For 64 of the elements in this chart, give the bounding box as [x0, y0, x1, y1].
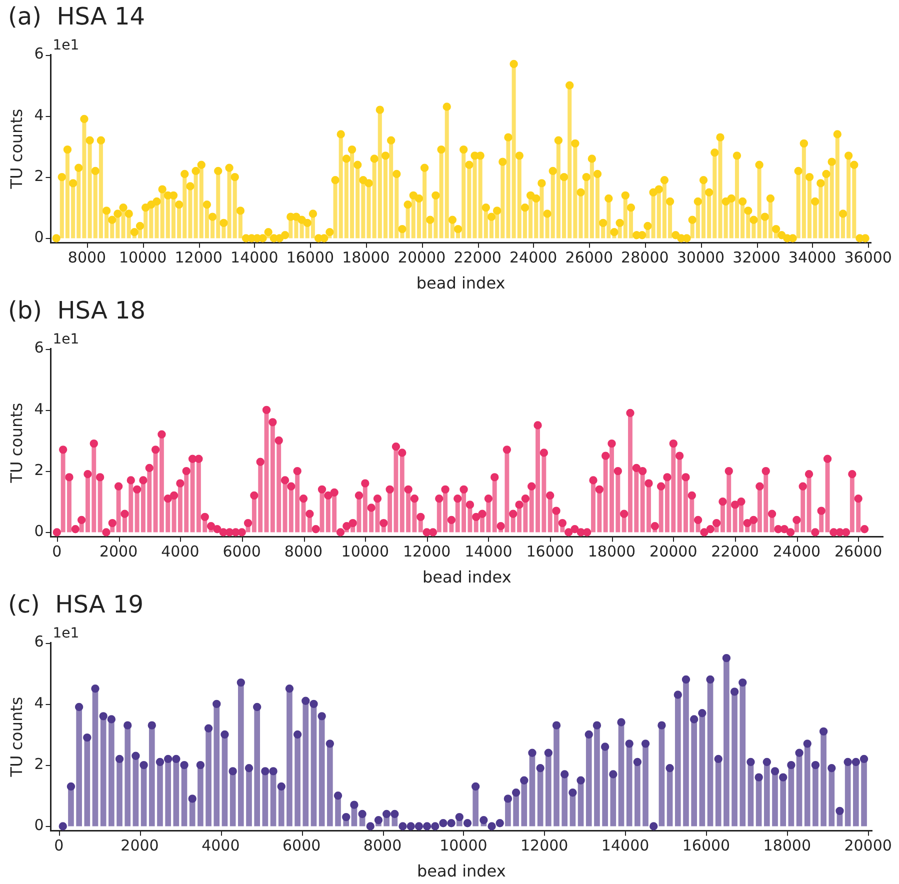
- x-tick-label: 8000: [284, 542, 323, 561]
- x-tick-label: 16000: [526, 542, 574, 561]
- y-tick-label: 4: [34, 400, 44, 418]
- x-tick-label: 32000: [732, 248, 780, 267]
- y-tick-label: 0: [34, 522, 44, 540]
- x-tick-label: 10000: [118, 248, 167, 267]
- x-tick-label: 24000: [509, 248, 558, 267]
- x-tick-label: 24000: [772, 542, 821, 561]
- x-tick-label: 16000: [682, 836, 730, 855]
- x-tick-label: 10000: [440, 836, 488, 855]
- x-tick-label: 36000: [844, 248, 892, 267]
- y-axis-title: TU counts: [6, 402, 26, 484]
- x-tick-label: 18000: [588, 542, 636, 561]
- y-axis-title: TU counts: [6, 696, 26, 778]
- x-tick-label: 14000: [601, 836, 650, 855]
- y-tick-label: 2: [34, 166, 44, 185]
- y-tick-label: 4: [34, 106, 44, 124]
- x-tick-label: 10000: [341, 542, 390, 561]
- text: 1e1: [52, 37, 80, 54]
- x-tick-label: 0: [52, 542, 62, 561]
- x-tick-label: 20000: [650, 542, 698, 561]
- x-tick-label: 30000: [676, 248, 725, 267]
- x-tick-label: 12000: [174, 248, 222, 267]
- y-tick-label: 4: [34, 694, 44, 712]
- y-tick-label: 6: [34, 44, 44, 63]
- x-tick-label: 2000: [120, 836, 159, 855]
- x-axis-title: bead index: [416, 274, 506, 293]
- x-tick-label: 14000: [464, 542, 512, 561]
- text: 1e1: [52, 331, 80, 348]
- x-tick-label: 8000: [68, 248, 106, 267]
- x-axis-title: bead index: [422, 568, 512, 587]
- y-tick-label: 6: [34, 338, 44, 357]
- x-tick-label: 4000: [202, 836, 240, 855]
- x-tick-label: 18000: [342, 248, 390, 267]
- x-tick-label: 4000: [161, 542, 200, 561]
- x-tick-label: 0: [54, 836, 64, 855]
- x-tick-label: 6000: [282, 836, 321, 855]
- y-tick-label: 6: [34, 632, 44, 651]
- y-tick-label: 2: [34, 754, 44, 773]
- x-axis-title: bead index: [417, 862, 506, 881]
- chart-title: (b) HSA 18: [8, 296, 146, 325]
- x-tick-label: 2000: [99, 542, 138, 561]
- chart-title: (c) HSA 19: [8, 590, 144, 619]
- x-tick-label: 34000: [788, 248, 836, 267]
- x-tick-label: 12000: [402, 542, 451, 561]
- x-tick-label: 12000: [520, 836, 568, 855]
- x-tick-label: 22000: [454, 248, 502, 267]
- y-tick-label: 2: [34, 460, 44, 479]
- y-axis-title: TU counts: [6, 108, 26, 190]
- text: 1e1: [52, 625, 80, 642]
- x-tick-label: 16000: [286, 248, 334, 267]
- x-tick-label: 22000: [711, 542, 759, 561]
- x-tick-label: 20000: [398, 248, 446, 267]
- chart-title: (a) HSA 14: [8, 2, 146, 31]
- x-tick-label: 20000: [844, 836, 892, 855]
- x-tick-label: 26000: [565, 248, 613, 267]
- x-tick-label: 8000: [363, 836, 402, 855]
- y-tick-label: 0: [34, 228, 44, 246]
- y-tick-label: 0: [34, 816, 44, 834]
- x-tick-label: 6000: [222, 542, 261, 561]
- x-tick-label: 18000: [763, 836, 811, 855]
- x-tick-label: 26000: [834, 542, 882, 561]
- x-tick-label: 28000: [621, 248, 669, 267]
- x-tick-label: 14000: [230, 248, 278, 267]
